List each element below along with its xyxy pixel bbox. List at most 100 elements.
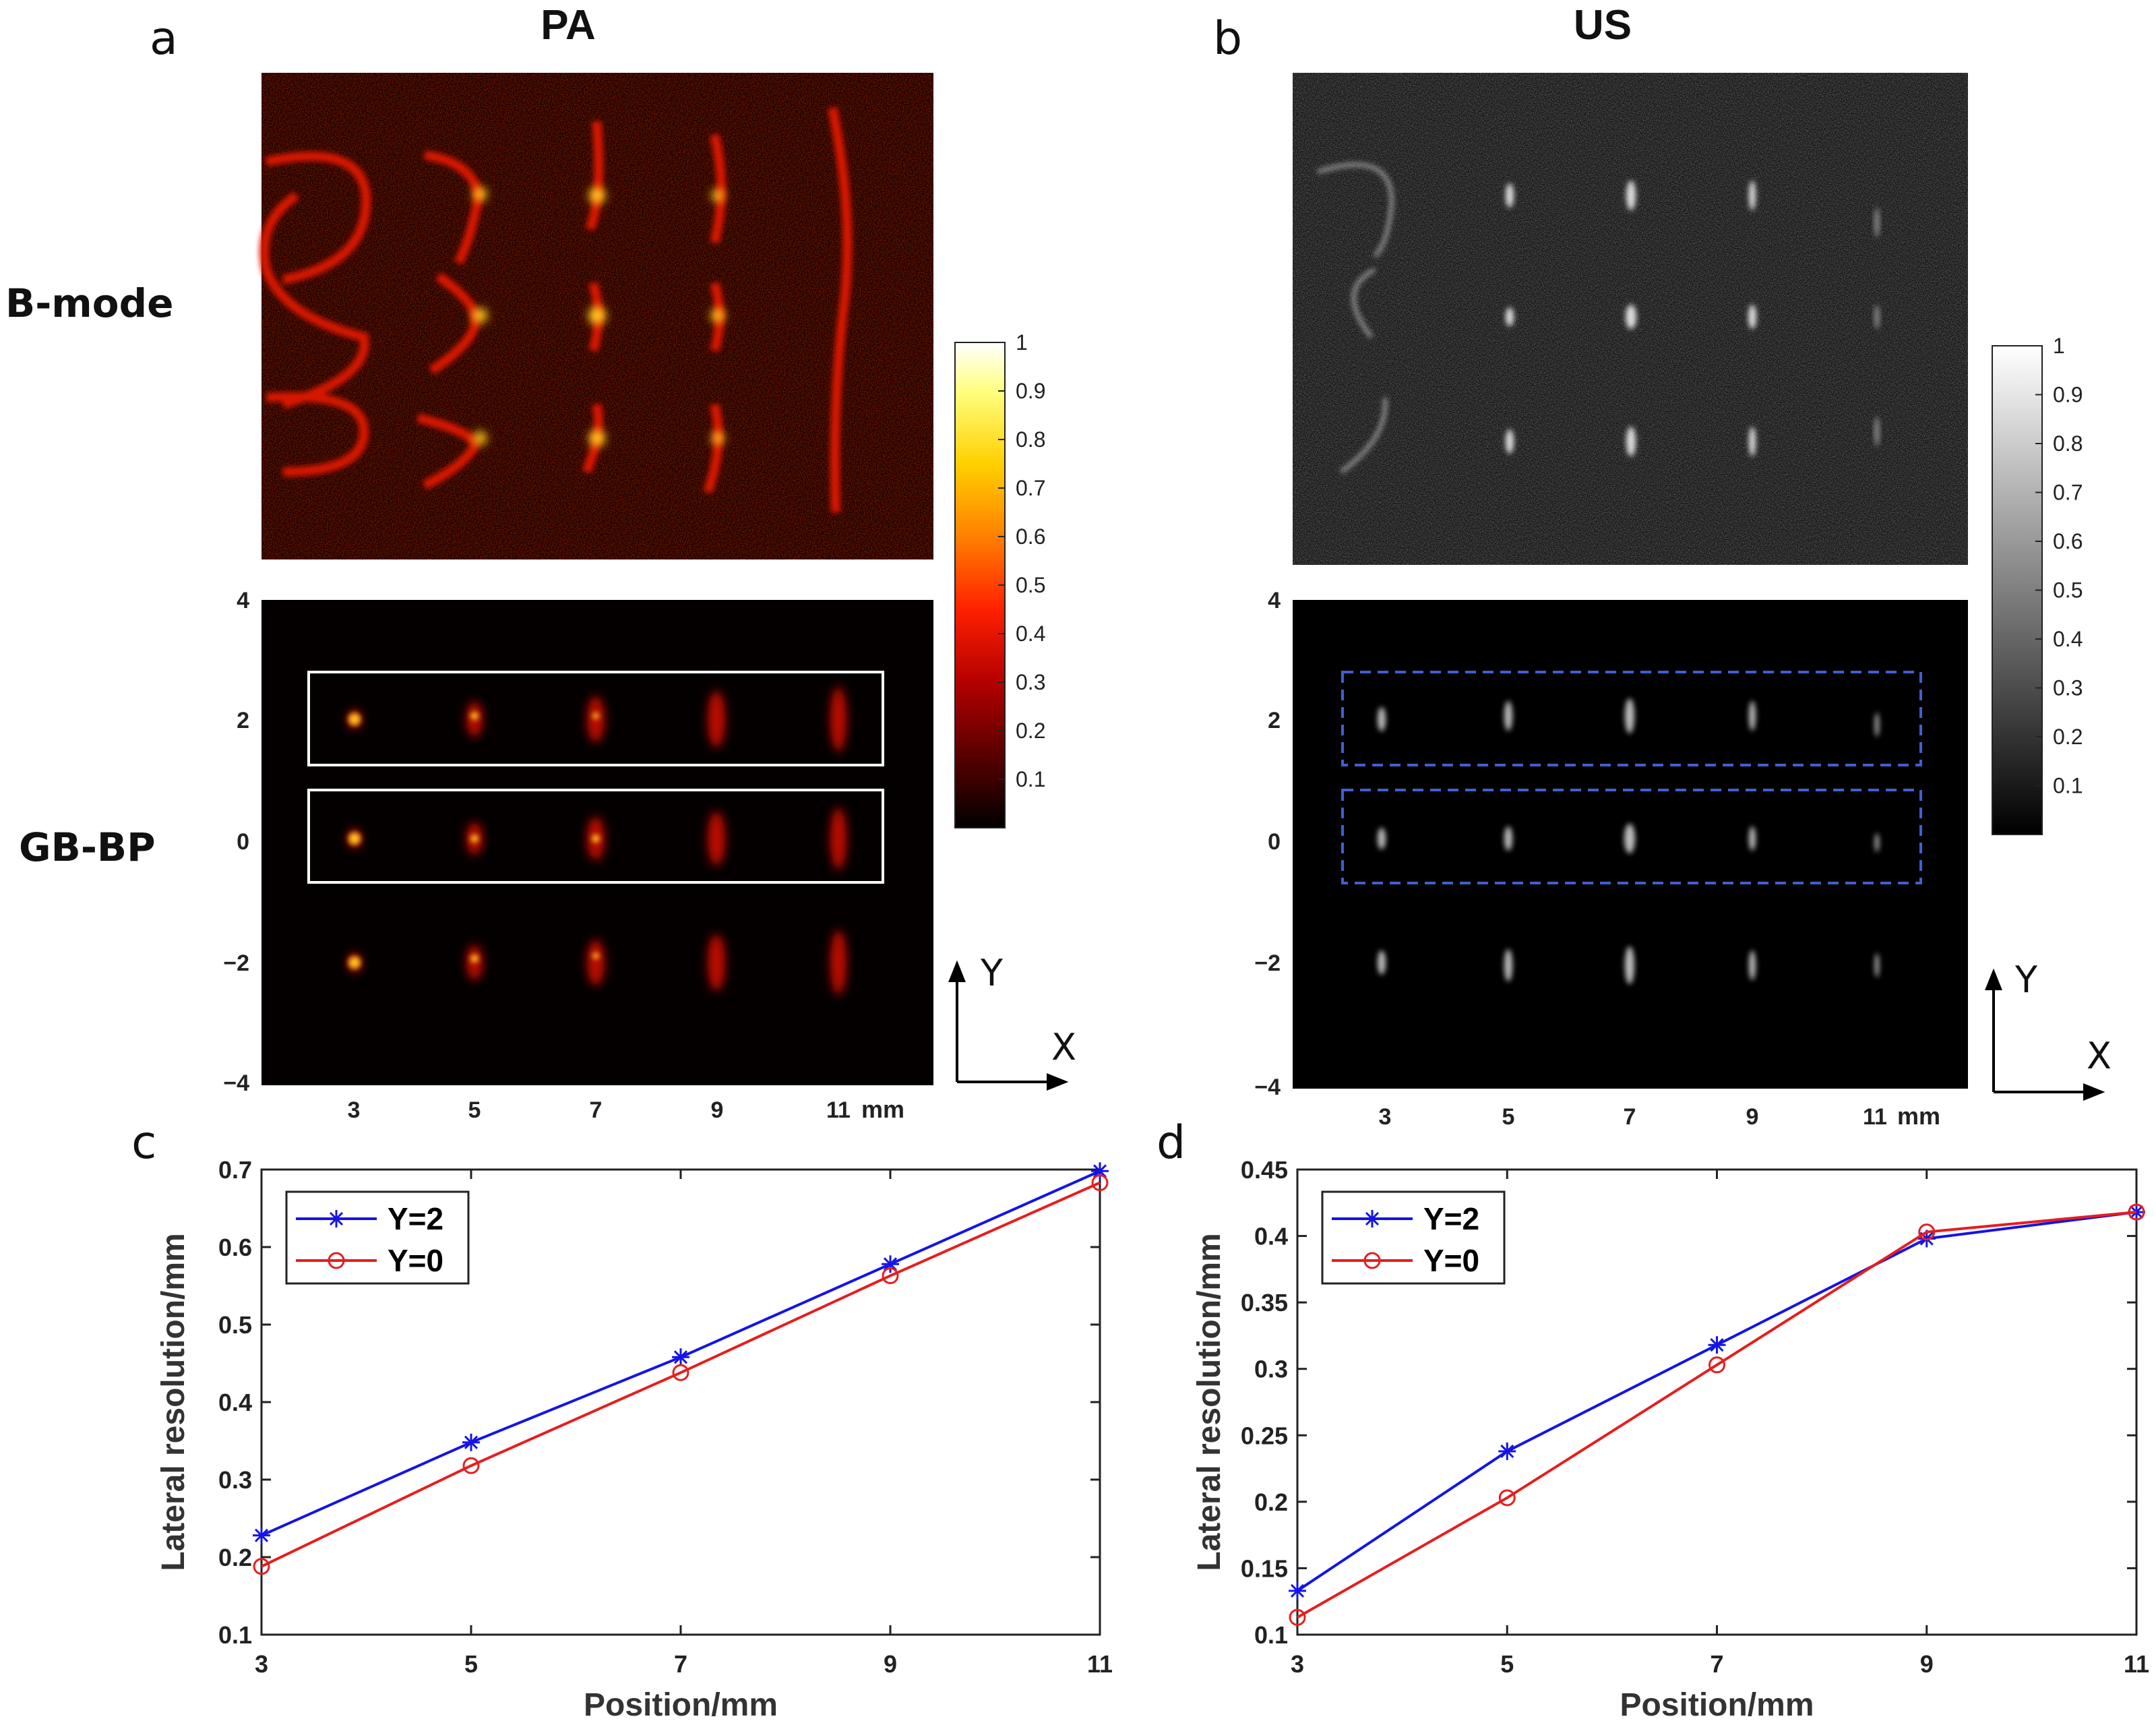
data-point-circle: [253, 1558, 270, 1575]
pa-colorbar: 1 0.9 0.8 0.7 0.6 0.5 0.4 0.3 0.2 0.1: [954, 330, 1045, 828]
us-ytick: 4: [1268, 588, 1281, 613]
data-point-asterisk: [1708, 1336, 1726, 1354]
pa-colorbar-tick-label: 0.5: [1016, 573, 1045, 597]
panel-letter-b: b: [1213, 12, 1242, 65]
pa-colorbar-tick-label: 0.2: [1016, 719, 1045, 743]
us-gbbp-xticks: 3 5 7 9 11 mm: [1379, 1102, 1940, 1130]
roi-box-y2: [307, 671, 884, 766]
legend-label: Y=2: [1423, 1201, 1479, 1236]
us-colorbar-tick-label: 0.4: [2053, 627, 2083, 651]
us-colorbar-tick-label: 0.9: [2053, 383, 2083, 407]
us-ytick: 0: [1268, 829, 1281, 855]
roi-box-us-y0: [1341, 789, 1922, 884]
us-gbbp-yticks: 4 2 0 −2 −4: [1254, 588, 1281, 1100]
y-tick-label: 0.1: [218, 1621, 252, 1649]
x-tick-label: 7: [674, 1650, 687, 1678]
data-point-asterisk: [1289, 1581, 1306, 1600]
panel-letter-d: d: [1157, 1116, 1185, 1170]
x-tick-label: 11: [1087, 1650, 1113, 1678]
x-axis-title: Position/mm: [1620, 1687, 1814, 1723]
us-dir-y-label: Y: [2014, 959, 2038, 1001]
pa-gbbp-image: [261, 600, 933, 1085]
pa-x-unit: mm: [861, 1095, 904, 1123]
us-xtick: 11: [1863, 1104, 1887, 1130]
legend-marker-circle: [328, 1252, 345, 1269]
us-colorbar-tick-label: 0.6: [2053, 529, 2083, 553]
pa-colorbar-tick-label: 0.3: [1016, 670, 1045, 694]
us-colorbar-tick-label: 1: [2053, 334, 2065, 358]
us-gbbp-image: [1293, 600, 1968, 1089]
panel-letter-a: a: [150, 12, 178, 65]
pa-bmode-image: [259, 73, 933, 559]
data-point-circle: [2128, 1203, 2145, 1221]
x-tick-label: 9: [884, 1650, 897, 1678]
us-xtick: 7: [1624, 1104, 1636, 1130]
pa-colorbar-tick-label: 0.4: [1016, 622, 1045, 646]
roi-box-y0: [307, 789, 884, 884]
data-point-circle: [1708, 1356, 1725, 1374]
legend-label: Y=0: [1423, 1243, 1479, 1278]
data-point-circle: [1918, 1223, 1936, 1241]
pa-xtick: 9: [711, 1097, 724, 1123]
row-label-gbbp: GB-BP: [19, 824, 156, 870]
y-tick-label: 0.45: [1241, 1156, 1288, 1184]
us-xtick: 9: [1746, 1104, 1759, 1130]
pa-colorbar-tick-label: 1: [1016, 330, 1028, 355]
legend-marker-asterisk: [328, 1210, 345, 1228]
y-tick-label: 0.2: [1254, 1488, 1288, 1516]
us-colorbar-tick-label: 0.5: [2053, 578, 2083, 603]
legend-label: Y=0: [388, 1243, 443, 1278]
x-tick-label: 11: [2124, 1650, 2149, 1678]
data-point-asterisk: [672, 1348, 689, 1366]
us-ytick: −4: [1254, 1074, 1281, 1100]
pa-dir-y-label: Y: [980, 952, 1004, 994]
y-tick-label: 0.3: [218, 1466, 252, 1494]
y-tick-label: 0.1: [1254, 1621, 1288, 1649]
data-point-circle: [1498, 1489, 1516, 1507]
x-tick-label: 5: [1500, 1650, 1514, 1678]
pa-ytick: 4: [237, 588, 249, 613]
roi-box-us-y2: [1341, 671, 1922, 766]
legend-box: [285, 1190, 470, 1285]
x-tick-label: 5: [464, 1650, 478, 1678]
legend-box: [1321, 1190, 1506, 1285]
panel-title-us: US: [1574, 2, 1632, 49]
pa-xtick: 5: [468, 1097, 481, 1123]
pa-colorbar-tick-label: 0.8: [1016, 427, 1045, 452]
pa-gbbp-xticks: 3 5 7 9 11 mm: [348, 1095, 904, 1123]
y-tick-label: 0.3: [1254, 1356, 1288, 1383]
panel-title-pa: PA: [541, 2, 596, 49]
pa-xtick: 11: [826, 1097, 851, 1123]
data-point-circle: [1289, 1608, 1306, 1626]
pa-colorbar-tick-label: 0.7: [1016, 476, 1045, 500]
x-tick-label: 3: [255, 1650, 268, 1678]
us-colorbar: 1 0.9 0.8 0.7 0.6 0.5 0.4 0.3 0.2 0.1: [1992, 334, 2083, 835]
pa-xtick: 7: [590, 1097, 603, 1123]
pa-dir-x-label: X: [1051, 1026, 1076, 1068]
series-line-y0: [261, 1181, 1101, 1568]
data-point-circle: [882, 1267, 899, 1285]
us-ytick: −2: [1254, 950, 1281, 976]
pa-direction-indicator: [948, 960, 1069, 1091]
data-point-asterisk: [882, 1255, 899, 1273]
y-tick-label: 0.25: [1241, 1422, 1288, 1449]
y-tick-label: 0.2: [218, 1544, 252, 1571]
x-tick-label: 9: [1920, 1650, 1934, 1678]
pa-colorbar-tick-label: 0.6: [1016, 524, 1045, 549]
us-colorbar-tick-label: 0.1: [2053, 774, 2083, 798]
y-axis-title: Lateral resolution/mm: [156, 1233, 191, 1571]
pa-xtick: 3: [348, 1097, 361, 1123]
us-direction-indicator: [1985, 968, 2105, 1101]
data-point-asterisk: [462, 1433, 480, 1451]
x-tick-label: 3: [1291, 1650, 1304, 1678]
y-tick-label: 0.4: [1254, 1223, 1288, 1250]
pa-ytick: 2: [237, 708, 249, 733]
pa-ytick: −4: [223, 1070, 249, 1096]
pa-ytick: 0: [237, 829, 249, 855]
us-colorbar-tick-label: 0.8: [2053, 431, 2083, 456]
us-colorbar-tick-label: 0.2: [2053, 725, 2083, 749]
y-tick-label: 0.5: [218, 1311, 252, 1339]
chart-c: 3 5 7 9 11 0.1 0.2 0.3 0.4 0.5 0.6 0.7 Position/mm La…: [156, 1156, 1113, 1723]
us-xtick: 5: [1502, 1104, 1515, 1130]
